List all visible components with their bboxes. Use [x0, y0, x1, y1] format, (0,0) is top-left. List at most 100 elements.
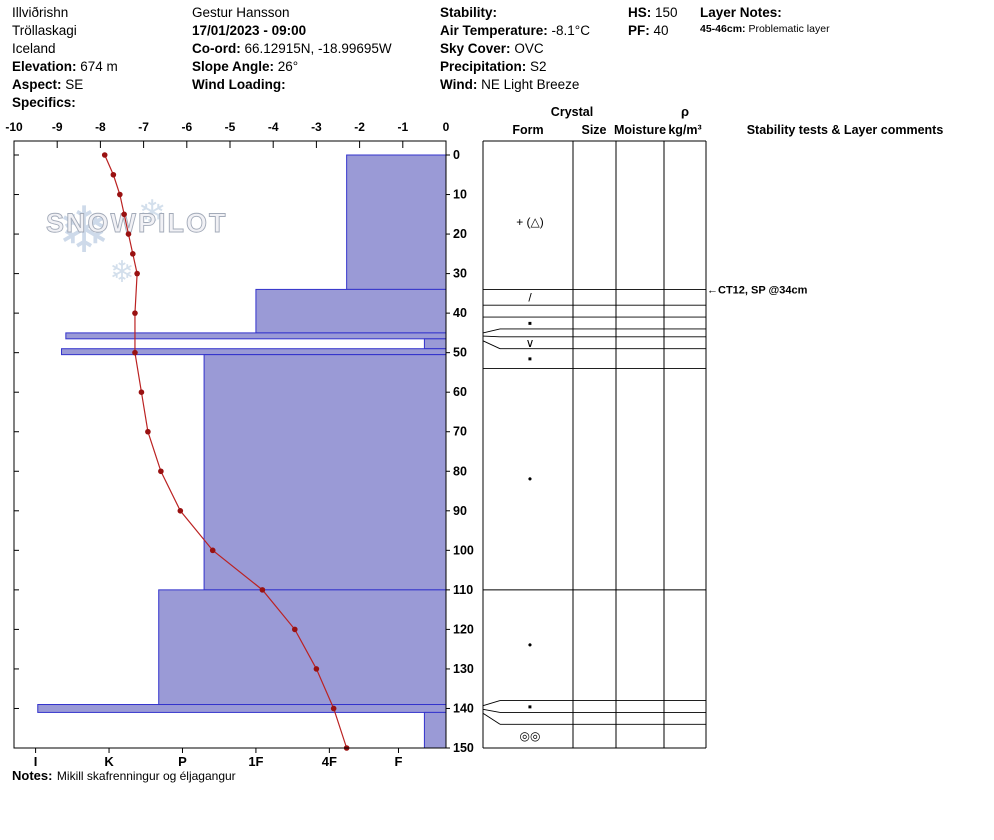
crystal-form-symbols: + (△) / ▪ ∨ ▪ • • ▪ ◎◎ [516, 215, 544, 743]
notes-value: Mikill skafrenningur og éljagangur [56, 769, 236, 783]
elevation-value: 674 m [80, 59, 118, 74]
layer-bar [61, 348, 447, 356]
temp-point [132, 349, 138, 356]
temp-point [313, 666, 320, 672]
temp-point [177, 508, 184, 514]
site-region: Tröllaskagi [12, 23, 77, 38]
hardness-axis-label: P [178, 754, 187, 769]
depth-tick-label: 80 [453, 464, 467, 478]
snowflake-icon: ❄ [57, 194, 111, 266]
temp-point [117, 191, 123, 198]
sky-cover-line: Sky Cover: OVC [440, 40, 590, 58]
layer-note-item: 45-46cm: Problematic layer [700, 22, 830, 37]
hs-label: HS: [628, 5, 652, 20]
crystal-form-symbol: ◎◎ [520, 729, 541, 743]
depth-tick-label: 50 [453, 346, 467, 360]
stability-line: Stability: [440, 4, 590, 22]
footer-notes: Notes: Mikill skafrenningur og éljagangu… [12, 767, 236, 785]
aspect-value: SE [65, 77, 84, 92]
sky-cover-label: Sky Cover: [440, 41, 511, 56]
specifics-line: Specifics: [12, 94, 118, 112]
depth-tick-label: 130 [453, 662, 474, 676]
observer-name: Gestur Hansson [192, 5, 290, 20]
crystal-header: Crystal [551, 105, 593, 119]
sky-cover-value: OVC [514, 41, 544, 56]
temp-point [134, 270, 140, 277]
watermark-text: SNOWPILOT [46, 208, 228, 238]
right-panel: Crystal Form Size Moisture ρ kg/m³ Stability t… [482, 104, 943, 749]
coord-value: 66.12915N, -18.99695W [244, 41, 392, 56]
wind-loading-line: Wind Loading: [192, 76, 392, 94]
layer-bar [255, 288, 447, 334]
temp-tick-label: -8 [95, 120, 106, 134]
aspect-label: Aspect: [12, 77, 62, 92]
temp-point [101, 152, 108, 158]
hardness-axis-label: F [395, 754, 403, 769]
hardness-axis-label: 4F [322, 754, 337, 769]
temp-point [330, 705, 337, 712]
depth-tick-label: 70 [453, 425, 467, 439]
aspect-line: Aspect: SE [12, 76, 118, 94]
header: Illviðrishn Tröllaskagi Iceland Elevatio… [0, 0, 994, 110]
precipitation-value: S2 [530, 59, 547, 74]
depth-tick-label: 40 [453, 306, 467, 320]
temp-point [121, 211, 127, 218]
form-header: Form [512, 123, 543, 137]
elevation-label: Elevation: [12, 59, 77, 74]
crystal-form-symbol: + (△) [516, 215, 544, 229]
snowflake-icon: ❄ [109, 256, 134, 289]
temp-tick-label: -10 [5, 120, 23, 134]
slope-angle-label: Slope Angle: [192, 59, 275, 74]
layer-bar [37, 704, 447, 713]
slope-angle-line: Slope Angle: 26° [192, 58, 392, 76]
temp-tick-label: -9 [52, 120, 63, 134]
pf-label: PF: [628, 23, 650, 38]
layer-bar [423, 711, 447, 749]
depth-tick-label: 100 [453, 543, 474, 557]
depth-tick-label: 90 [453, 504, 467, 518]
snowflake-icon: ❄ [138, 194, 167, 232]
notes-label: Notes: [12, 768, 53, 783]
site-name: Illviðrishn [12, 5, 69, 20]
layer-bar [346, 154, 447, 290]
temp-point [138, 389, 145, 396]
precipitation-line: Precipitation: S2 [440, 58, 590, 76]
observer-block: Gestur Hansson 17/01/2023 - 09:00 Co-ord… [192, 4, 392, 94]
coord-label: Co-ord: [192, 41, 241, 56]
temp-point [158, 468, 164, 475]
temp-point [132, 310, 138, 316]
temp-tick-label: -2 [354, 120, 365, 134]
depth-tick-label: 140 [453, 701, 474, 715]
precipitation-label: Precipitation: [440, 59, 527, 74]
slope-angle-value: 26° [277, 59, 299, 74]
layer-note-text: Problematic layer [748, 23, 830, 35]
depth-tick-label: 110 [453, 583, 473, 597]
crystal-form-symbol: ∨ [526, 336, 535, 350]
temp-tick-label: -1 [397, 120, 408, 134]
crystal-form-symbol: ▪ [528, 699, 532, 713]
layer-bar [423, 338, 447, 350]
depth-tick-label: 150 [453, 741, 474, 755]
depth-tick-label: 0 [453, 148, 460, 162]
totals-block: HS: 150 PF: 40 [628, 4, 678, 40]
temp-point [110, 171, 117, 178]
hardness-axis-label: 1F [248, 754, 263, 769]
temp-tick-label: -7 [138, 120, 149, 134]
temp-point [259, 587, 266, 593]
location-block: Illviðrishn Tröllaskagi Iceland Elevatio… [12, 4, 118, 112]
wind-loading-label: Wind Loading: [192, 77, 286, 92]
depth-tick-label: 10 [453, 188, 467, 202]
wind-label: Wind: [440, 77, 478, 92]
temp-point [292, 626, 298, 633]
density-unit-header: kg/m³ [668, 123, 701, 137]
observation-datetime: 17/01/2023 - 09:00 [192, 23, 307, 38]
site-country: Iceland [12, 41, 56, 56]
hs-line: HS: 150 [628, 4, 678, 22]
depth-tick-label: 20 [453, 227, 467, 241]
specifics-label: Specifics: [12, 95, 76, 110]
hardness-axis-label: K [104, 754, 114, 769]
density-rho-header: ρ [681, 104, 689, 119]
coord-line: Co-ord: 66.12915N, -18.99695W [192, 40, 392, 58]
layer-bar [65, 332, 447, 340]
air-temp-value: -8.1°C [551, 23, 590, 38]
